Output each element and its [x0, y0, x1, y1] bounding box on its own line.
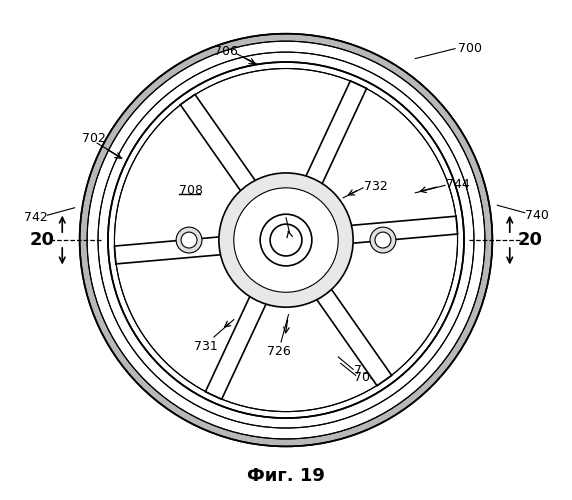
- Circle shape: [176, 227, 202, 253]
- Text: 731: 731: [194, 340, 218, 353]
- Text: 740: 740: [525, 208, 549, 222]
- Circle shape: [375, 232, 391, 248]
- Text: 700: 700: [458, 42, 482, 55]
- Text: 726: 726: [267, 346, 291, 358]
- Polygon shape: [307, 276, 392, 386]
- Circle shape: [80, 34, 492, 447]
- Polygon shape: [114, 236, 237, 264]
- Text: 732: 732: [364, 180, 388, 194]
- Text: 706: 706: [214, 44, 239, 58]
- Text: 744: 744: [446, 178, 470, 191]
- Text: 702: 702: [82, 132, 106, 144]
- Polygon shape: [299, 81, 367, 199]
- Polygon shape: [335, 216, 458, 244]
- Circle shape: [234, 188, 338, 292]
- Text: 704: 704: [354, 371, 378, 384]
- Circle shape: [260, 214, 312, 266]
- Text: 708: 708: [179, 184, 203, 197]
- Circle shape: [219, 173, 353, 307]
- Text: 20: 20: [517, 231, 542, 249]
- Text: 20: 20: [30, 231, 55, 249]
- Circle shape: [181, 232, 197, 248]
- Circle shape: [114, 68, 458, 412]
- Polygon shape: [180, 94, 265, 204]
- Text: 732: 732: [354, 364, 378, 377]
- Circle shape: [87, 41, 485, 439]
- Text: 734: 734: [273, 206, 297, 219]
- Text: 742: 742: [23, 211, 47, 224]
- Circle shape: [108, 62, 464, 418]
- Circle shape: [270, 224, 302, 256]
- Circle shape: [98, 52, 474, 428]
- Circle shape: [370, 227, 396, 253]
- Polygon shape: [205, 282, 273, 400]
- Text: Фиг. 19: Фиг. 19: [247, 467, 325, 485]
